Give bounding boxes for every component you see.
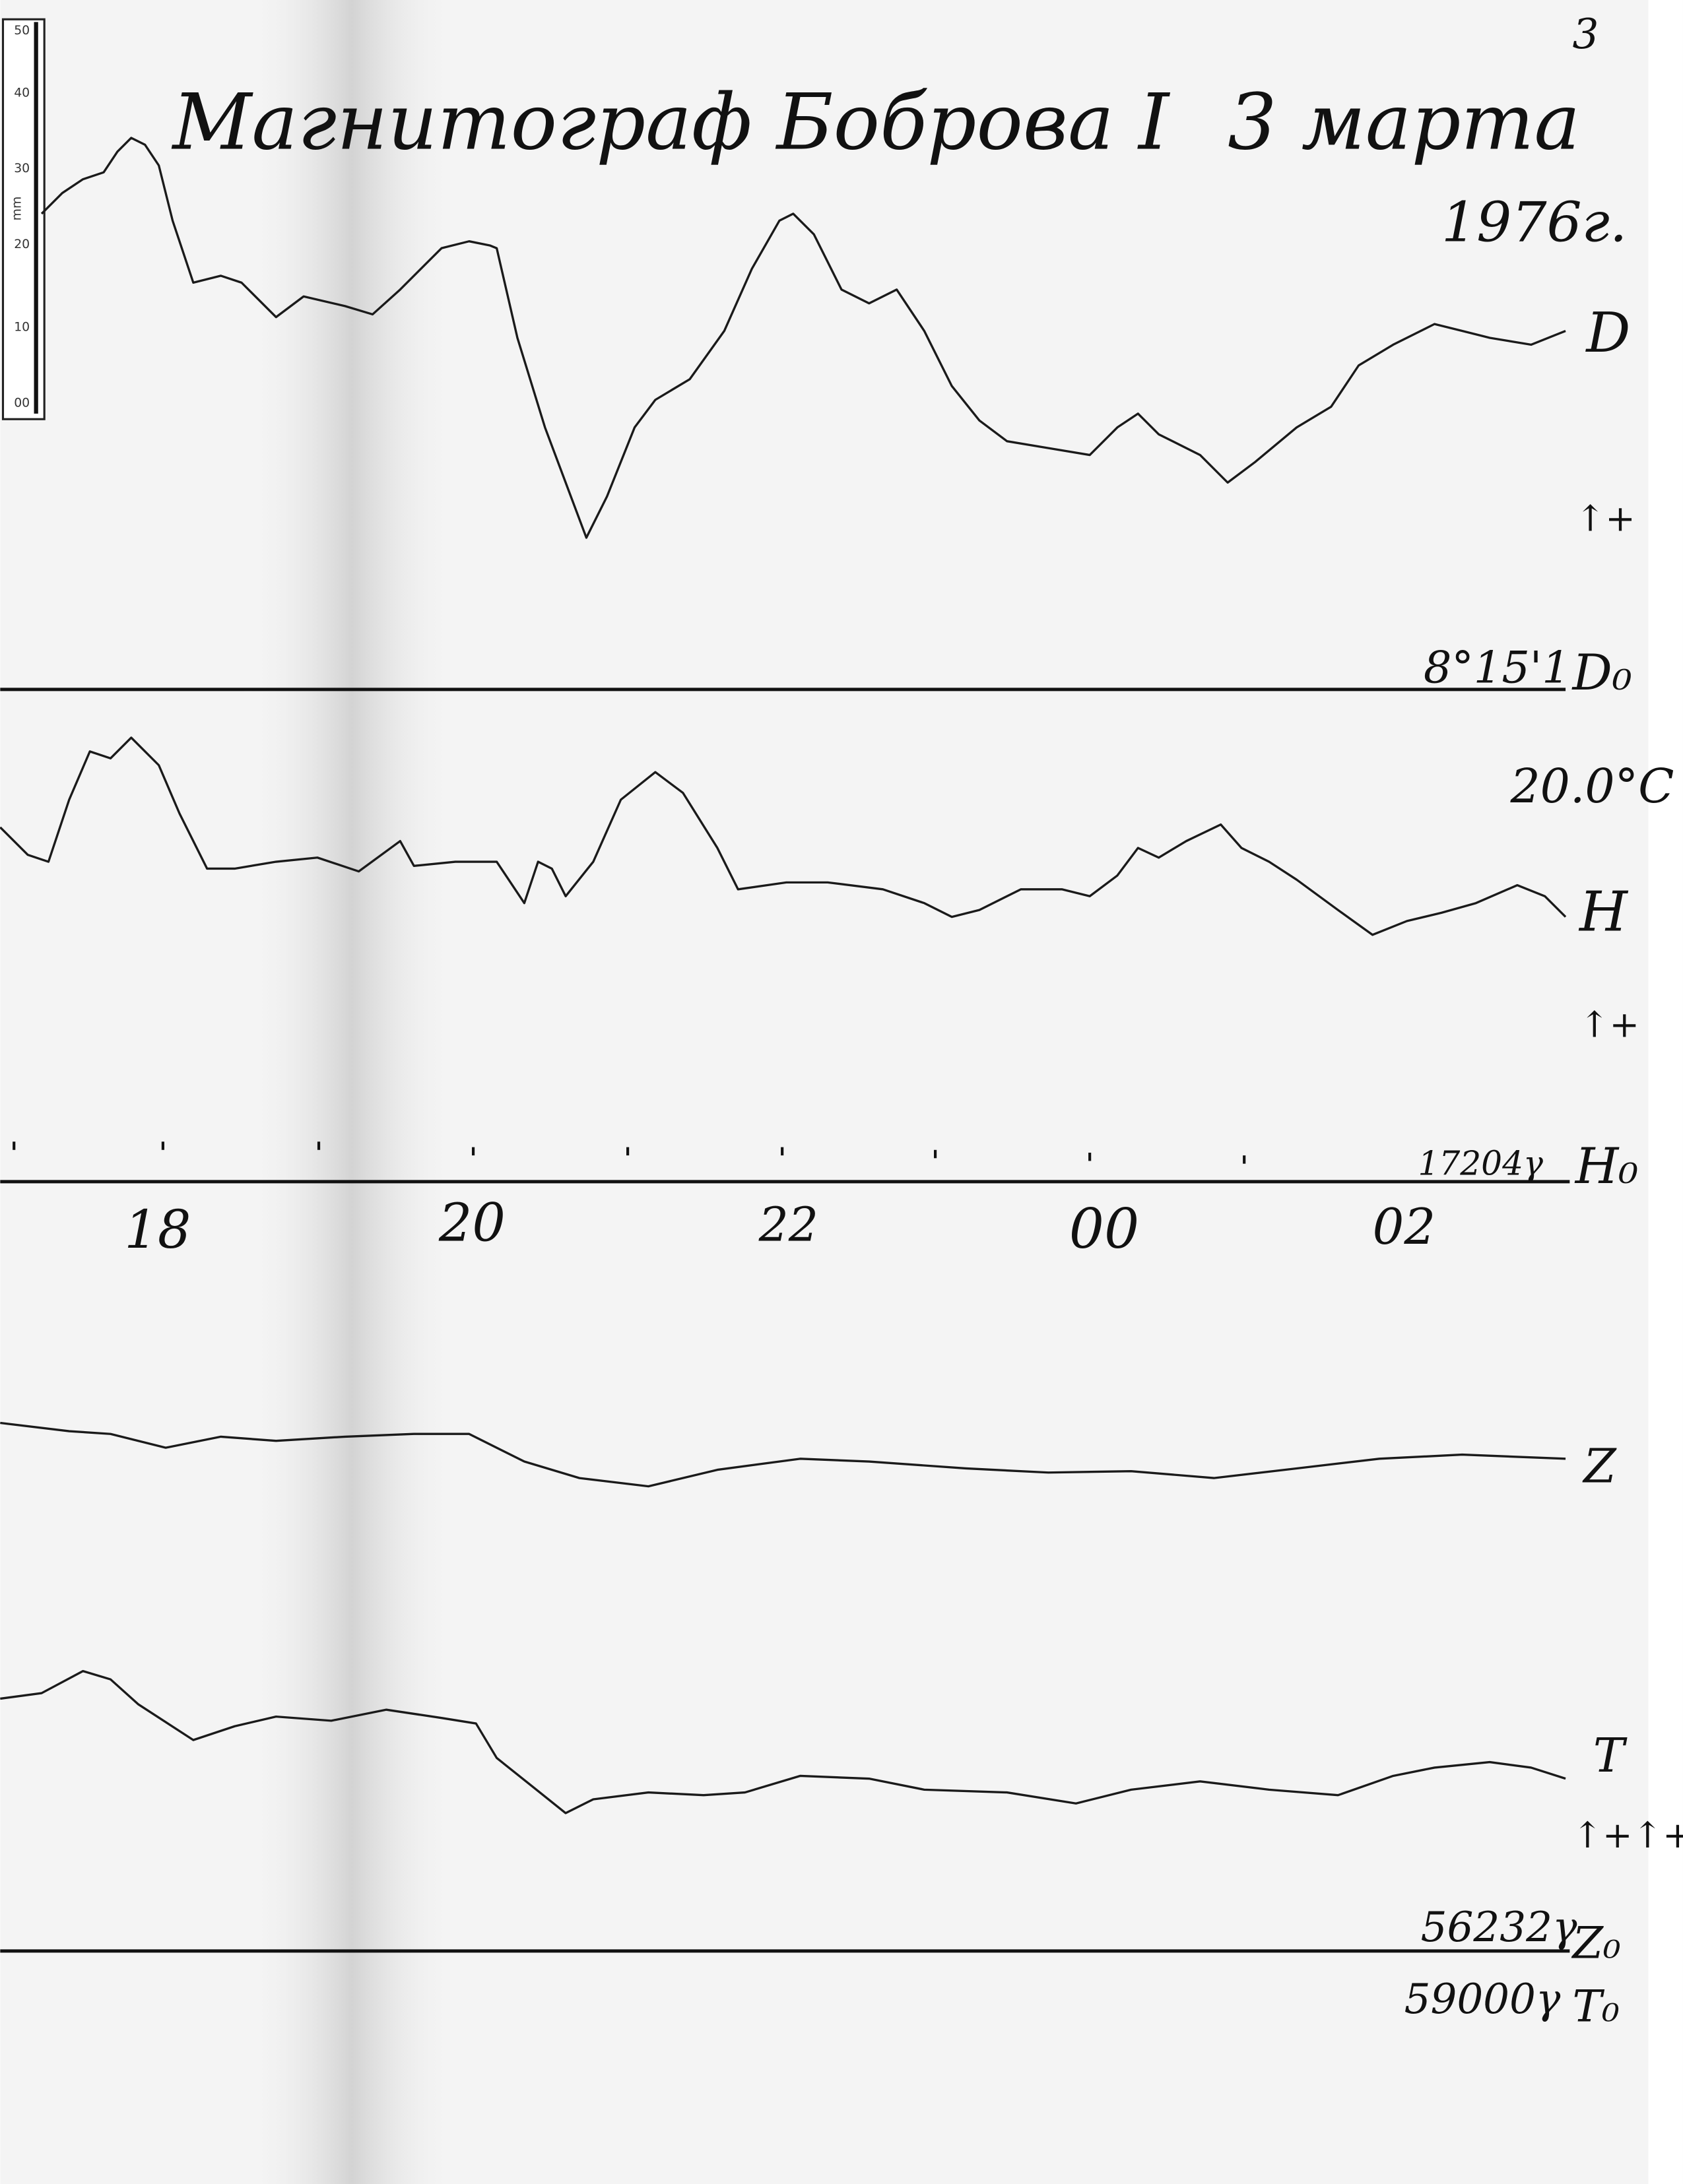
time-label: 18	[124, 1199, 191, 1260]
trace-z	[0, 1421, 1566, 1488]
baseline-value: 56232γ	[1421, 1903, 1577, 1951]
baseline-value: 8°15'1	[1424, 641, 1570, 693]
ruler-label: 40	[14, 86, 30, 100]
time-label: 22	[758, 1198, 818, 1252]
ruler-unit: mm	[11, 197, 24, 221]
temperature: 20.0°C	[1509, 759, 1674, 814]
trace-label: H	[1578, 880, 1629, 944]
baseline-label: Z₀	[1571, 1917, 1621, 1968]
trace-label: D	[1585, 300, 1630, 365]
ruler-label: 30	[14, 162, 30, 176]
time-label: 20	[438, 1192, 506, 1254]
polarity: ↑+↑+	[1573, 1815, 1683, 1856]
trace-t	[0, 1669, 1566, 1815]
margin	[1648, 0, 1683, 2184]
baseline-value: 59000γ	[1404, 1975, 1561, 2023]
ruler-label: 50	[14, 24, 30, 38]
page-mark: 3	[1573, 10, 1599, 58]
trace-h	[0, 736, 1567, 936]
time-label: 02	[1373, 1198, 1436, 1256]
ruler-label: 10	[14, 321, 30, 335]
year: 1976г.	[1441, 190, 1628, 255]
ruler-label: 20	[14, 238, 30, 251]
trace-label: T	[1593, 1728, 1628, 1783]
trace-d	[40, 137, 1566, 539]
trace-label: Z	[1582, 1438, 1617, 1493]
baseline-label: H₀	[1574, 1137, 1639, 1195]
polarity: ↑+	[1575, 498, 1635, 540]
baseline-label: T₀	[1573, 1980, 1620, 2032]
polarity: ↑+	[1579, 1004, 1639, 1045]
baseline-value: 17204γ	[1418, 1143, 1544, 1182]
title: Магнитограф Боброва I	[172, 77, 1171, 168]
time-label: 00	[1069, 1196, 1139, 1261]
exposure-band	[234, 0, 469, 2184]
ruler-label: 00	[14, 396, 30, 410]
ruler: 50 40 30 20 10 00 mm	[1, 18, 46, 420]
hour-marks	[13, 1141, 1246, 1164]
date: 3 марта	[1228, 77, 1580, 168]
baseline-label: D₀	[1571, 643, 1632, 701]
